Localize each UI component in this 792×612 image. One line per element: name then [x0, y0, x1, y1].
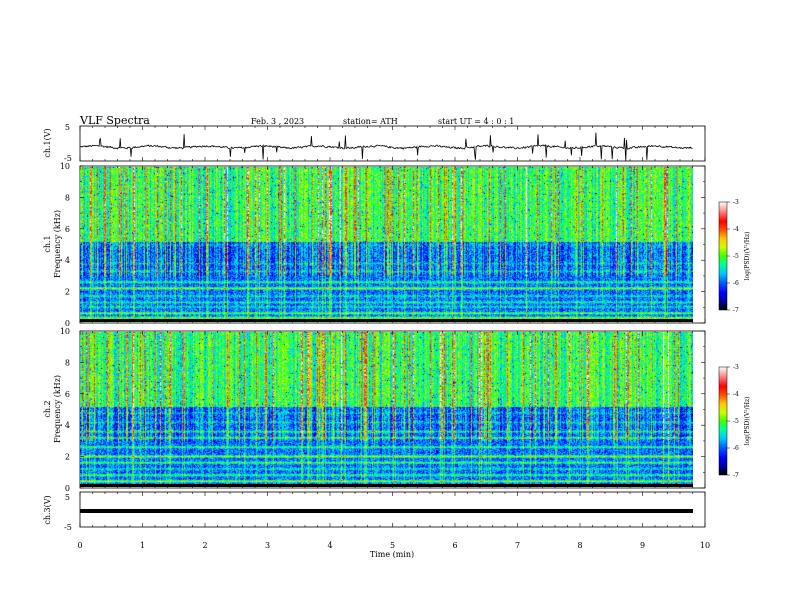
ch1-spectrogram-baseline	[80, 319, 693, 322]
ch2-colorbar	[718, 366, 728, 476]
colorbar-tick-label: -7	[733, 307, 739, 314]
colorbar-tick-label: -4	[733, 226, 739, 233]
x-axis-tick-labels: 0 1 2 3 4 5 6 7 8 9 10	[77, 541, 710, 550]
ch2-colorbar-label: log(PSD)(V²/Hz)	[744, 397, 751, 446]
y-tick-label: 0	[65, 319, 70, 328]
colorbar-tick-label: -5	[733, 418, 739, 425]
y-tick-label: 6	[65, 225, 70, 234]
start-time-label: start UT = 4 : 0 : 1	[438, 117, 514, 126]
ch1-ytick-neg5: -5	[64, 154, 72, 163]
ch1-colorbar-ticks: -3 -4 -5 -6 -7	[727, 199, 739, 314]
ch1-spectrogram-image	[80, 167, 693, 322]
chart-title: VLF Spectra	[79, 114, 150, 127]
ch3-waveform-ylabel: ch.3(V)	[43, 495, 52, 524]
ch1-frequency-ticks: 0 2 4 6 8 10	[60, 162, 705, 328]
ch1-colorbar-label: log(PSD)(V²/Hz)	[744, 232, 751, 281]
ch1-channel-label: ch.1	[43, 235, 52, 252]
x-tick-label: 7	[515, 541, 520, 550]
y-tick-label: 2	[65, 288, 70, 297]
colorbar-tick-label: -3	[733, 364, 739, 371]
ch2-spectrogram-image	[80, 332, 693, 487]
x-tick-label: 4	[327, 541, 332, 550]
ch2-spectrogram-baseline	[80, 484, 693, 487]
colorbar-tick-label: -6	[733, 280, 739, 287]
x-axis-ticks	[79, 126, 706, 527]
y-tick-label: 6	[65, 390, 70, 399]
x-tick-label: 5	[390, 541, 395, 550]
x-tick-label: 8	[577, 541, 582, 550]
ch3-waveform-trace	[80, 509, 693, 513]
ch1-waveform-panel: 5 -5 ch.1(V)	[43, 123, 706, 163]
colorbar-tick-label: -4	[733, 391, 739, 398]
y-tick-label: 8	[65, 193, 70, 202]
x-tick-label: 2	[202, 541, 207, 550]
ch1-waveform-trace	[79, 132, 693, 162]
x-tick-label: 3	[265, 541, 270, 550]
y-tick-label: 4	[65, 421, 70, 430]
ch1-ytick-5: 5	[65, 123, 70, 132]
ch2-channel-label: ch.2	[43, 400, 52, 417]
y-tick-label: 8	[65, 358, 70, 367]
ch3-ytick-5: 5	[65, 493, 70, 502]
x-tick-label: 1	[140, 541, 145, 550]
x-axis-label: Time (min)	[370, 550, 414, 559]
ch1-waveform-ylabel: ch.1(V)	[43, 128, 52, 157]
colorbar-tick-label: -5	[733, 253, 739, 260]
ch2-colorbar-ticks: -3 -4 -5 -6 -7	[727, 364, 739, 479]
y-tick-label: 4	[65, 256, 70, 265]
station-label: station= ATH	[343, 117, 398, 126]
colorbar-tick-label: -6	[733, 445, 739, 452]
y-tick-label: 0	[65, 484, 70, 493]
x-tick-label: 0	[77, 541, 82, 550]
ch2-frequency-ylabel: Frequency (kHz)	[53, 375, 62, 443]
ch3-ytick-neg5: -5	[64, 523, 72, 532]
ch1-colorbar	[718, 201, 728, 311]
date-label: Feb. 3 , 2023	[251, 117, 304, 126]
ch1-waveform-frame	[79, 125, 706, 162]
colorbar-tick-label: -3	[733, 199, 739, 206]
x-tick-label: 6	[452, 541, 457, 550]
x-tick-label: 9	[640, 541, 645, 550]
y-tick-label: 2	[65, 453, 70, 462]
ch1-frequency-ylabel: Frequency (kHz)	[53, 210, 62, 278]
y-tick-label: 10	[60, 327, 70, 336]
ch2-frequency-ticks: 0 2 4 6 8 10	[60, 327, 705, 493]
colorbar-tick-label: -7	[733, 472, 739, 479]
y-tick-label: 10	[60, 162, 70, 171]
x-tick-label: 10	[700, 541, 710, 550]
